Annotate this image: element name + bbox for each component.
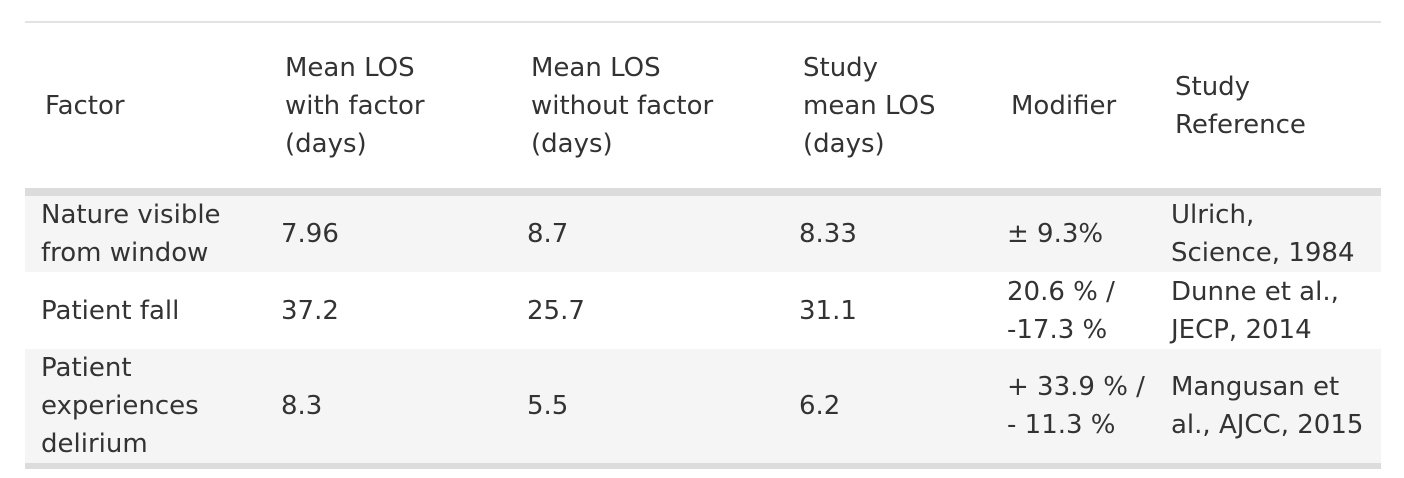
cell-study-mean: 31.1: [783, 272, 991, 349]
los-table-container: Factor Mean LOS with factor (days) Mean …: [25, 21, 1381, 469]
cell-reference: Mangusan et al., AJCC, 2015: [1155, 349, 1381, 463]
table-row: Patient experiences delirium 8.3 5.5 6.2…: [25, 349, 1381, 463]
cell-reference: Ulrich, Science, 1984: [1155, 192, 1381, 272]
table-top-rule: [25, 21, 1381, 23]
table-header: Factor Mean LOS with factor (days) Mean …: [25, 23, 1381, 196]
table-body: Nature visible from window 7.96 8.7 8.33…: [25, 192, 1381, 463]
table-bottom-rule: [25, 463, 1381, 469]
cell-modifier: 20.6 % / -17.3 %: [991, 272, 1155, 349]
header-row: Factor Mean LOS with factor (days) Mean …: [25, 23, 1381, 196]
cell-study-mean: 6.2: [783, 349, 991, 463]
cell-with-factor: 7.96: [265, 192, 511, 272]
cell-without-factor: 25.7: [511, 272, 783, 349]
cell-without-factor: 5.5: [511, 349, 783, 463]
cell-factor: Nature visible from window: [25, 192, 265, 272]
header-mean-los-without-factor: Mean LOS without factor (days): [511, 23, 783, 196]
cell-without-factor: 8.7: [511, 192, 783, 272]
table-row: Nature visible from window 7.96 8.7 8.33…: [25, 192, 1381, 272]
cell-with-factor: 37.2: [265, 272, 511, 349]
header-modifier: Modifier: [991, 23, 1155, 196]
table-row: Patient fall 37.2 25.7 31.1 20.6 % / -17…: [25, 272, 1381, 349]
header-mean-los-with-factor: Mean LOS with factor (days): [265, 23, 511, 196]
cell-modifier: ± 9.3%: [991, 192, 1155, 272]
cell-modifier: + 33.9 % / - 11.3 %: [991, 349, 1155, 463]
header-study-mean-los: Study mean LOS (days): [783, 23, 991, 196]
header-study-reference: Study Reference: [1155, 23, 1381, 196]
header-factor: Factor: [25, 23, 265, 196]
cell-factor: Patient experiences delirium: [25, 349, 265, 463]
cell-factor: Patient fall: [25, 272, 265, 349]
cell-with-factor: 8.3: [265, 349, 511, 463]
cell-reference: Dunne et al., JECP, 2014: [1155, 272, 1381, 349]
los-factors-table: Factor Mean LOS with factor (days) Mean …: [25, 23, 1381, 463]
cell-study-mean: 8.33: [783, 192, 991, 272]
